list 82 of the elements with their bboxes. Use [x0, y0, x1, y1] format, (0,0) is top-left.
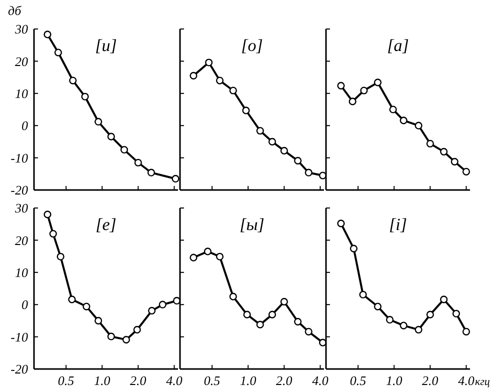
point: [256, 126, 264, 135]
point: [68, 296, 76, 304]
y-tick-label: 0: [22, 297, 28, 312]
y-tick-label: 30: [14, 22, 28, 37]
point: [190, 254, 198, 262]
point: [172, 296, 181, 305]
point: [256, 320, 264, 328]
point: [243, 310, 251, 318]
point: [268, 138, 276, 146]
point: [107, 332, 115, 340]
point: [120, 146, 128, 154]
chart-title: [u]: [95, 36, 117, 55]
point: [82, 302, 90, 310]
point: [158, 300, 166, 308]
point: [242, 106, 250, 114]
point: [414, 326, 422, 334]
chart-title: [ы]: [240, 215, 264, 234]
point: [426, 310, 434, 318]
x-tick-label: 4.0: [458, 373, 475, 388]
point: [56, 252, 64, 260]
y-tick-label: 20: [15, 232, 28, 248]
x-tick-label: 2.0: [422, 373, 439, 388]
chart-title: [o]: [241, 36, 263, 55]
point: [400, 322, 408, 330]
point: [294, 318, 302, 326]
point: [440, 296, 448, 304]
point: [133, 326, 141, 334]
point: [280, 298, 288, 306]
point: [374, 302, 382, 310]
point: [462, 168, 470, 176]
y-tick-label: -10: [10, 150, 28, 166]
chart-title: [a]: [387, 36, 409, 55]
point: [450, 158, 458, 166]
point: [426, 140, 434, 148]
point: [94, 316, 102, 324]
point: [360, 86, 368, 94]
y-tick-label: -10: [10, 329, 28, 344]
x-tick-label: 1.0: [94, 373, 111, 388]
x-tick-label: 4.0: [312, 373, 329, 388]
chart-title: [e]: [96, 215, 116, 234]
point: [147, 168, 156, 176]
x-tick-label: 0.5: [204, 373, 221, 388]
point: [400, 116, 408, 124]
point: [54, 48, 62, 56]
y-tick-label: 20: [15, 54, 28, 69]
point: [81, 92, 89, 100]
point: [107, 132, 115, 140]
point: [229, 86, 237, 94]
point: [280, 146, 288, 155]
point: [452, 310, 460, 318]
x-axis-title: кгц: [475, 376, 490, 388]
y-tick-label: 30: [14, 200, 28, 216]
x-tick-label: 1.0: [240, 373, 257, 388]
x-tick-label: 0.5: [58, 373, 75, 388]
point: [216, 76, 224, 84]
y-tick-label: -20: [10, 362, 28, 377]
point: [294, 156, 302, 164]
point: [69, 76, 77, 84]
point: [268, 310, 276, 318]
point: [337, 220, 345, 228]
point: [134, 158, 142, 166]
x-tick-label: 1.0: [386, 373, 403, 388]
point: [318, 338, 327, 346]
y-tick-label: -20: [10, 182, 28, 198]
point: [229, 292, 237, 300]
x-tick-label: 4.0: [166, 373, 183, 388]
y-tick-label: 10: [15, 264, 28, 280]
point: [94, 118, 102, 126]
point: [348, 98, 356, 106]
point: [216, 252, 224, 260]
y-axis-title: дб: [8, 3, 22, 18]
point: [350, 244, 358, 252]
point: [337, 82, 345, 90]
x-tick-label: 2.0: [276, 373, 293, 388]
point: [204, 248, 212, 256]
point: [190, 72, 198, 80]
x-tick-label: 2.0: [130, 373, 147, 388]
chart-title: [i]: [389, 215, 407, 234]
point: [374, 78, 382, 86]
x-tick-label: 0.5: [350, 373, 367, 388]
y-tick-label: 0: [22, 118, 28, 134]
y-tick-label: 10: [15, 86, 28, 101]
